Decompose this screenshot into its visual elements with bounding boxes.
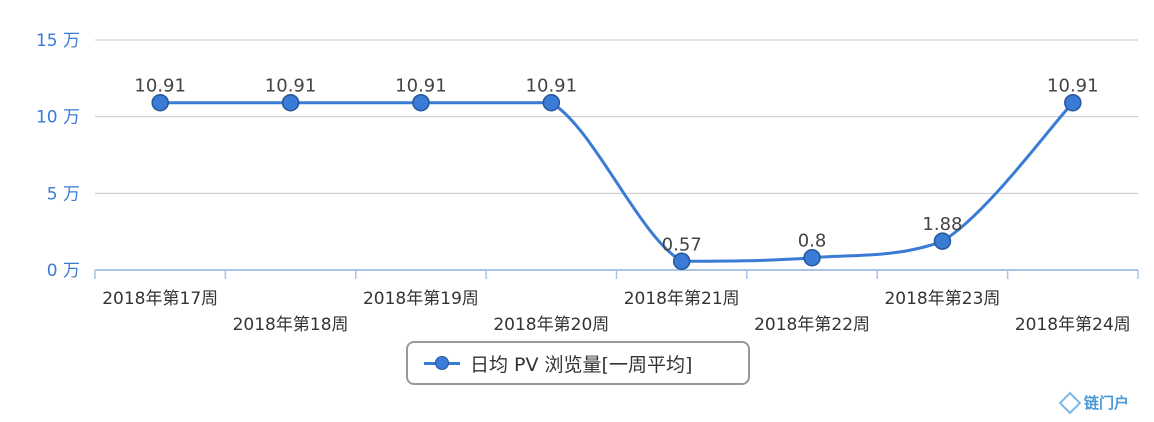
data-label: 0.8 xyxy=(798,231,827,252)
data-point xyxy=(412,93,430,112)
x-axis: 2018年第17周 2018年第18周 2018年第19周 2018年第20周 2018… xyxy=(94,269,1139,335)
data-label: 10.91 xyxy=(526,76,578,97)
x-tick-label: 2018年第24周 xyxy=(1015,315,1131,335)
data-label: 10.91 xyxy=(134,76,186,97)
x-tick-label: 2018年第18周 xyxy=(233,315,349,335)
y-tick-label: 15 万 xyxy=(36,31,80,51)
line-chart: 0 万5 万10 万15 万 2018年第17周2018年第18周2018年第1… xyxy=(36,31,1139,335)
data-label: 1.88 xyxy=(922,214,962,235)
y-axis: 0 万 5 万 10 万 15 万 xyxy=(36,31,80,281)
legend[interactable]: 日均 PV 浏览量[一周平均] xyxy=(406,341,750,385)
data-labels: 10.91 10.91 10.91 10.91 0.57 0.8 1.88 10.91 xyxy=(134,76,1098,256)
data-point xyxy=(672,252,691,271)
y-tick-label: 10 万 xyxy=(36,108,80,128)
y-tick-label: 5 万 xyxy=(47,184,80,204)
y-tick-label: 0 万 xyxy=(47,261,80,281)
watermark-text: 链门户 xyxy=(1084,394,1130,412)
diamond-logo-icon xyxy=(1058,391,1082,414)
x-tick-label: 2018年第23周 xyxy=(884,289,1000,309)
legend-line-icon xyxy=(424,353,460,373)
data-point xyxy=(803,248,821,267)
data-label: 10.91 xyxy=(395,76,447,97)
data-point xyxy=(1064,93,1082,112)
grid-lines xyxy=(95,39,1138,194)
legend-label: 日均 PV 浏览量[一周平均] xyxy=(470,353,693,376)
data-point xyxy=(281,93,300,112)
x-tick-label: 2018年第17周 xyxy=(102,289,218,309)
x-tick-label: 2018年第20周 xyxy=(493,315,609,335)
data-label: 0.57 xyxy=(662,234,702,255)
data-point xyxy=(933,232,952,250)
data-point xyxy=(542,93,561,112)
data-label: 10.91 xyxy=(1047,76,1099,97)
x-tick-label: 2018年第22周 xyxy=(754,315,870,335)
watermark: 链门户 xyxy=(1058,391,1130,414)
data-point xyxy=(151,93,169,112)
data-points xyxy=(151,93,1082,271)
x-tick-label: 2018年第21周 xyxy=(624,289,740,309)
data-label: 10.91 xyxy=(265,76,317,97)
x-tick-label: 2018年第19周 xyxy=(363,289,479,309)
